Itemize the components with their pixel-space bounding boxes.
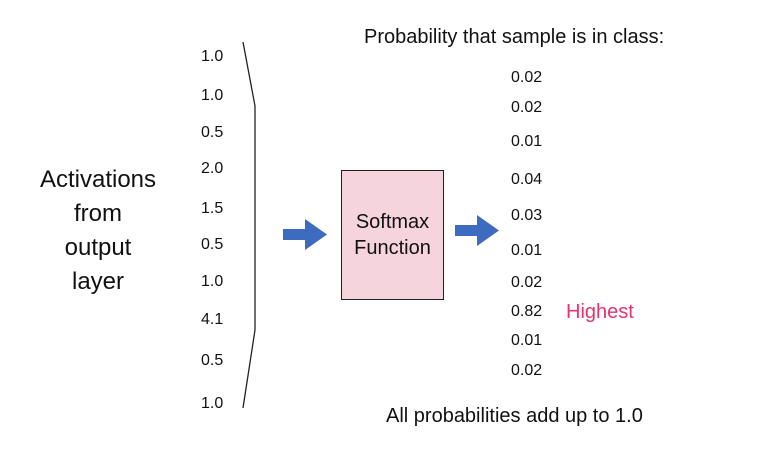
probability-value-4: 0.04: [511, 171, 543, 188]
probability-value-9: 0.01: [511, 332, 543, 349]
activation-value-6: 0.5: [201, 236, 224, 253]
activation-value-7: 1.0: [201, 273, 224, 290]
activations-bracket: [242, 41, 256, 409]
softmax-box-line-1: Softmax: [355, 211, 430, 233]
probability-value-2: 0.02: [511, 99, 543, 116]
activation-value-4: 2.0: [201, 160, 224, 177]
activation-value-9: 0.5: [201, 352, 224, 369]
probability-value-10: 0.02: [511, 362, 543, 379]
probability-value-6: 0.01: [511, 242, 543, 259]
activation-value-8: 4.1: [201, 311, 224, 328]
probability-title: Probability that sample is in class:: [364, 26, 665, 48]
activation-value-5: 1.5: [201, 200, 224, 217]
activation-value-2: 1.0: [201, 87, 224, 104]
activation-value-1: 1.0: [201, 48, 224, 65]
activation-value-10: 1.0: [201, 395, 224, 412]
softmax-function-box: Softmax Function: [341, 170, 444, 300]
softmax-box-line-2: Function: [354, 237, 431, 259]
activations-label-line-3: output: [64, 234, 132, 261]
activation-value-3: 0.5: [201, 124, 224, 141]
arrow-to-probabilities: [455, 215, 499, 246]
probability-value-5: 0.03: [511, 207, 543, 224]
activations-label-line-1: Activations: [39, 166, 157, 193]
probability-value-3: 0.01: [511, 133, 543, 150]
footer-note: All probabilities add up to 1.0: [386, 405, 643, 427]
probability-value-7: 0.02: [511, 274, 543, 291]
highest-label: Highest: [566, 301, 634, 323]
arrow-to-function: [283, 219, 327, 250]
activations-label-line-2: from: [74, 200, 122, 227]
probability-value-8: 0.82: [511, 303, 543, 320]
probability-value-1: 0.02: [511, 69, 543, 86]
activations-label-line-4: layer: [71, 268, 125, 295]
activations-label: Activations from output layer: [18, 163, 178, 299]
